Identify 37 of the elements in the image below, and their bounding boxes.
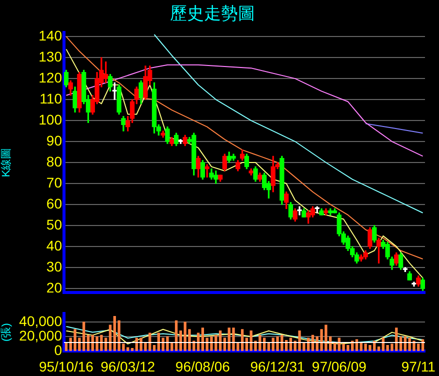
bar xyxy=(201,328,204,352)
y-tick-label: 140 xyxy=(38,27,62,44)
bar xyxy=(196,332,200,352)
bar xyxy=(130,348,134,352)
y-tick-label: 110 xyxy=(40,90,62,106)
y-tick-label: 60 xyxy=(46,195,62,212)
y-tick-label: 40 xyxy=(46,237,62,254)
bar xyxy=(152,345,156,352)
x-tick-label: 97/06/09 xyxy=(312,358,367,374)
y-axis-title: (張) xyxy=(0,323,13,342)
chart-title: 歷史走勢圖 xyxy=(170,4,255,23)
bar xyxy=(174,320,178,352)
bar xyxy=(108,324,112,352)
y-tick-label: 100 xyxy=(38,111,62,128)
x-tick-label: 97/11 xyxy=(401,358,436,374)
bar xyxy=(240,329,244,352)
y-tick-label: 80 xyxy=(46,153,62,170)
x-tick-label: 96/03/12 xyxy=(100,358,156,374)
y-tick-label: 90 xyxy=(46,132,62,148)
bar xyxy=(74,329,76,352)
bar xyxy=(232,328,235,352)
y-tick-label: 50 xyxy=(46,216,62,232)
y-tick-label: 40,000 xyxy=(19,312,62,329)
y-tick-label: 130 xyxy=(38,48,62,64)
y-axis-title: K線圖 xyxy=(0,148,13,178)
bar xyxy=(377,346,380,352)
y-tick-label: 120 xyxy=(38,69,62,86)
bar xyxy=(82,322,86,352)
x-tick-label: 96/08/06 xyxy=(175,358,230,374)
bar xyxy=(412,340,416,352)
y-tick-label: 70 xyxy=(46,174,62,190)
y-tick-label: 30 xyxy=(46,258,62,274)
x-tick-label: 95/10/16 xyxy=(38,358,94,374)
y-tick-label: 0 xyxy=(54,342,62,358)
y-tick-label: 20,000 xyxy=(19,328,62,344)
y-tick-label: 20 xyxy=(46,279,62,296)
x-tick-label: 96/12/31 xyxy=(250,358,305,374)
